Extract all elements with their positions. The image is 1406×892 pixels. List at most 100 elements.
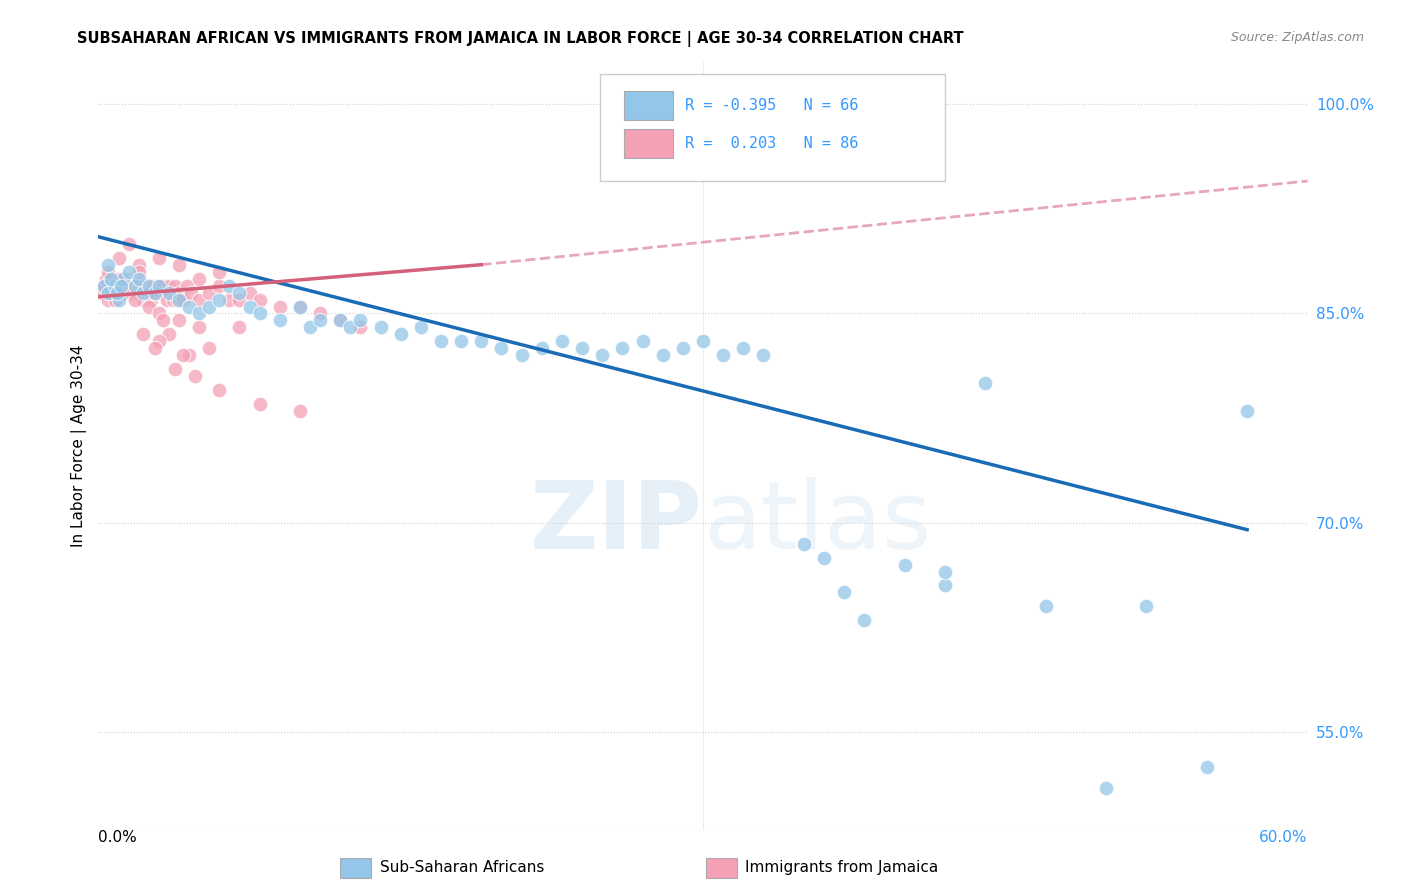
- Point: [110, 278, 132, 293]
- Point: [128, 265, 150, 279]
- Point: [430, 334, 453, 349]
- Point: [143, 342, 166, 356]
- Bar: [624, 129, 673, 158]
- Text: R = -0.395   N = 66: R = -0.395 N = 66: [685, 98, 858, 113]
- Point: [389, 327, 412, 342]
- Point: [1195, 760, 1218, 774]
- Point: [269, 300, 291, 314]
- Point: [114, 278, 136, 293]
- Point: [180, 285, 202, 300]
- Point: [239, 300, 262, 314]
- Point: [1236, 404, 1258, 418]
- Point: [105, 285, 128, 300]
- Point: [530, 342, 553, 356]
- Point: [148, 278, 170, 293]
- Point: [115, 271, 138, 285]
- Point: [93, 278, 115, 293]
- Point: [160, 285, 183, 300]
- Point: [249, 293, 271, 307]
- Point: [128, 278, 150, 293]
- Point: [143, 285, 166, 300]
- Point: [752, 348, 775, 362]
- Point: [218, 278, 240, 293]
- FancyBboxPatch shape: [600, 74, 945, 181]
- Text: R =  0.203   N = 86: R = 0.203 N = 86: [685, 136, 858, 152]
- Point: [409, 320, 432, 334]
- Point: [103, 271, 125, 285]
- Point: [288, 404, 311, 418]
- Point: [299, 320, 322, 334]
- Point: [612, 342, 634, 356]
- Text: ZIP: ZIP: [530, 476, 703, 569]
- Bar: [624, 91, 673, 120]
- Point: [157, 278, 180, 293]
- Point: [97, 293, 120, 307]
- Point: [163, 278, 186, 293]
- Point: [152, 313, 174, 327]
- Point: [591, 348, 613, 362]
- Point: [288, 300, 311, 314]
- Point: [228, 320, 250, 334]
- Point: [349, 313, 371, 327]
- Point: [176, 278, 198, 293]
- Point: [551, 334, 574, 349]
- Point: [138, 278, 160, 293]
- Point: [128, 258, 150, 272]
- Point: [188, 320, 211, 334]
- Point: [166, 293, 188, 307]
- Point: [148, 251, 170, 265]
- Point: [218, 293, 240, 307]
- Point: [228, 285, 250, 300]
- Point: [179, 348, 201, 362]
- Point: [631, 334, 654, 349]
- Point: [188, 271, 211, 285]
- Point: [309, 306, 332, 320]
- Point: [167, 313, 190, 327]
- Point: [132, 293, 155, 307]
- Point: [1095, 780, 1118, 795]
- Point: [329, 313, 352, 327]
- Point: [349, 320, 371, 334]
- Point: [179, 300, 201, 314]
- Point: [163, 362, 186, 376]
- Point: [249, 306, 271, 320]
- Point: [120, 278, 142, 293]
- Point: [125, 285, 148, 300]
- Point: [118, 285, 141, 300]
- Point: [148, 306, 170, 320]
- Point: [339, 320, 361, 334]
- Point: [184, 369, 207, 384]
- Point: [167, 258, 190, 272]
- Point: [138, 278, 160, 293]
- Point: [148, 278, 170, 293]
- Point: [198, 300, 221, 314]
- Text: Immigrants from Jamaica: Immigrants from Jamaica: [745, 860, 938, 874]
- Point: [103, 293, 125, 307]
- Point: [103, 278, 125, 293]
- Point: [450, 334, 472, 349]
- Point: [132, 327, 155, 342]
- Point: [711, 348, 734, 362]
- Point: [97, 285, 120, 300]
- Point: [132, 285, 155, 300]
- Point: [118, 236, 141, 251]
- Point: [198, 342, 221, 356]
- Point: [100, 271, 122, 285]
- Point: [832, 585, 855, 599]
- Point: [329, 313, 352, 327]
- Point: [124, 278, 146, 293]
- Point: [97, 265, 120, 279]
- Point: [172, 348, 194, 362]
- Point: [135, 285, 157, 300]
- Point: [157, 285, 180, 300]
- Text: SUBSAHARAN AFRICAN VS IMMIGRANTS FROM JAMAICA IN LABOR FORCE | AGE 30-34 CORRELA: SUBSAHARAN AFRICAN VS IMMIGRANTS FROM JA…: [77, 31, 965, 47]
- Point: [96, 271, 118, 285]
- Point: [208, 278, 231, 293]
- Text: 0.0%: 0.0%: [98, 830, 138, 845]
- Point: [893, 558, 915, 572]
- Point: [491, 342, 513, 356]
- Point: [149, 285, 172, 300]
- Point: [100, 271, 122, 285]
- Point: [370, 320, 392, 334]
- Point: [239, 285, 262, 300]
